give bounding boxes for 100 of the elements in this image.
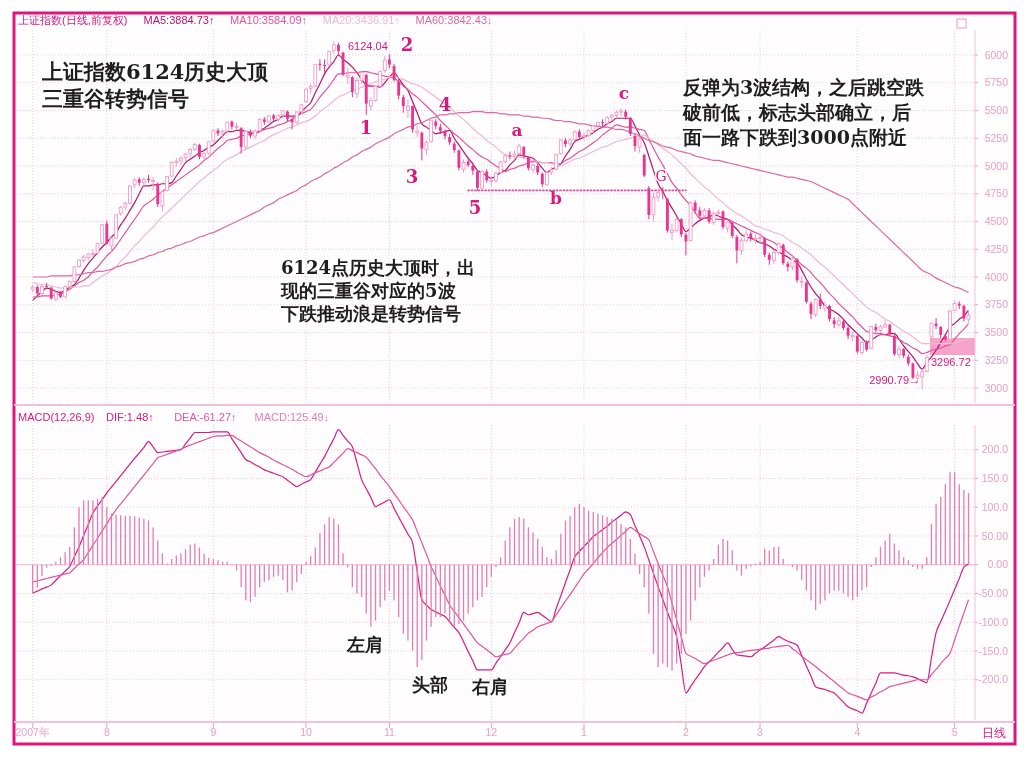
candlestick xyxy=(350,75,354,98)
annotation: 右肩 xyxy=(471,676,508,697)
annotation: 左肩 xyxy=(346,634,383,655)
candlestick xyxy=(804,280,808,305)
candlestick xyxy=(508,151,512,160)
candlestick xyxy=(735,234,739,264)
candlestick xyxy=(628,116,632,137)
annotation: G xyxy=(655,168,667,184)
candlestick xyxy=(855,334,859,355)
candlestick xyxy=(141,176,146,187)
annotation: 面一路下跌到3000点附近 xyxy=(682,126,908,148)
annotation: 6124.04 xyxy=(348,40,388,52)
annotation: 6124点历史大顶时，出 xyxy=(281,257,476,278)
annotation: 2990.79→ xyxy=(869,374,920,386)
text: MA60:3842.43↓ xyxy=(415,14,493,26)
candlestick xyxy=(813,297,818,318)
y-tick-label: 4000 xyxy=(984,270,1009,283)
x-tick-label: 11 xyxy=(383,726,396,738)
annotation: 上证指数6124历史大顶 xyxy=(41,59,270,84)
candlestick xyxy=(151,176,156,191)
y-tick-label: -200.0 xyxy=(978,673,1009,686)
annotation: 反弹为3波结构，之后跳空跌 xyxy=(682,76,926,98)
x-tick-label: 2 xyxy=(682,726,689,738)
y-tick-label: 50.00 xyxy=(981,529,1009,542)
x-tick-label: 3 xyxy=(757,726,764,738)
annotation: 1 xyxy=(359,117,373,138)
chart-title: 上证指数(日线,前复权) xyxy=(18,14,128,26)
candlestick xyxy=(661,186,665,200)
annotation: 下跌推动浪是转势信号 xyxy=(280,303,461,324)
y-tick-label: -50.00 xyxy=(978,587,1009,600)
annotation: 3296.72 xyxy=(931,356,971,368)
y-tick-label: 150.0 xyxy=(981,472,1009,485)
annotation: 破前低，标志头部确立，后 xyxy=(682,101,911,123)
text: MA10:3584.09↑ xyxy=(230,14,308,26)
y-tick-label: 3000 xyxy=(984,381,1009,394)
y-tick-label: 3500 xyxy=(984,326,1009,339)
candlestick xyxy=(341,51,345,77)
candlestick xyxy=(531,162,535,174)
candlestick xyxy=(781,243,785,266)
y-tick-label: 4500 xyxy=(984,215,1009,228)
y-tick-label: 3750 xyxy=(984,298,1009,311)
candlestick xyxy=(651,192,656,222)
y-tick-label: 3250 xyxy=(984,353,1009,366)
candlestick xyxy=(476,169,479,192)
x-tick-label: 5 xyxy=(951,726,958,738)
annotation: a xyxy=(511,120,523,140)
y-tick-label: 5500 xyxy=(984,104,1009,117)
annotation: 头部 xyxy=(412,674,448,695)
candlestick xyxy=(823,300,827,312)
candlestick xyxy=(642,153,646,178)
annotation: 2 xyxy=(400,34,414,55)
candlestick xyxy=(795,257,799,284)
annotation: 4 xyxy=(438,94,452,115)
y-tick-label: 4750 xyxy=(984,187,1009,200)
y-tick-label: 100.0 xyxy=(981,500,1009,513)
annotation: 三重谷转势信号 xyxy=(42,86,189,111)
candlestick xyxy=(323,58,326,74)
candlestick xyxy=(874,323,878,334)
candlestick xyxy=(406,98,410,119)
y-tick-label: 4250 xyxy=(984,242,1009,255)
series-label: DIF:1.48↑ xyxy=(106,411,154,423)
candlestick xyxy=(411,104,415,134)
candlestick xyxy=(243,129,248,151)
candlestick xyxy=(239,126,243,155)
x-tick-label: 9 xyxy=(210,726,217,738)
y-tick-label: 5750 xyxy=(984,76,1009,89)
text: MA20:3436.91↑ xyxy=(322,14,400,26)
candlestick xyxy=(160,189,165,212)
y-tick-label: -100.0 xyxy=(978,615,1009,628)
candlestick xyxy=(679,217,683,238)
candlestick xyxy=(318,58,322,72)
x-tick-label: 10 xyxy=(300,726,313,738)
text: MACD:125.49↓ xyxy=(254,411,330,423)
candlestick xyxy=(290,116,294,130)
x-tick-label: 1 xyxy=(581,726,588,738)
annotation: c xyxy=(618,83,630,103)
text: MA5:3884.73↑ xyxy=(143,14,215,26)
annotation: 5 xyxy=(468,197,482,218)
y-tick-label: 0.00 xyxy=(987,558,1009,571)
chart-title: MACD(12,26,9) xyxy=(18,411,95,423)
x-tick-label: 4 xyxy=(854,726,861,738)
candlestick xyxy=(156,182,160,208)
y-tick-label: 5250 xyxy=(984,131,1009,144)
x-axis-title: 日线 xyxy=(982,726,1006,740)
x-tick-label: 12 xyxy=(485,726,498,738)
annotation: 3 xyxy=(405,166,419,187)
annotation: b xyxy=(550,188,563,208)
candlestick xyxy=(892,334,896,357)
series-label: DEA:-61.27↑ xyxy=(174,411,237,423)
annotation: 现的三重谷对应的5波 xyxy=(280,280,456,301)
y-tick-label: 200.0 xyxy=(981,443,1009,456)
y-tick-label: 5000 xyxy=(984,159,1009,172)
candlestick xyxy=(397,77,401,100)
x-tick-label: 8 xyxy=(103,726,110,738)
x-tick-label: 2007年 xyxy=(15,726,50,738)
y-tick-label: -150.0 xyxy=(978,644,1009,657)
candlestick xyxy=(763,236,767,258)
candlestick xyxy=(457,148,461,171)
candlestick xyxy=(897,345,901,359)
candlestick xyxy=(420,131,424,161)
